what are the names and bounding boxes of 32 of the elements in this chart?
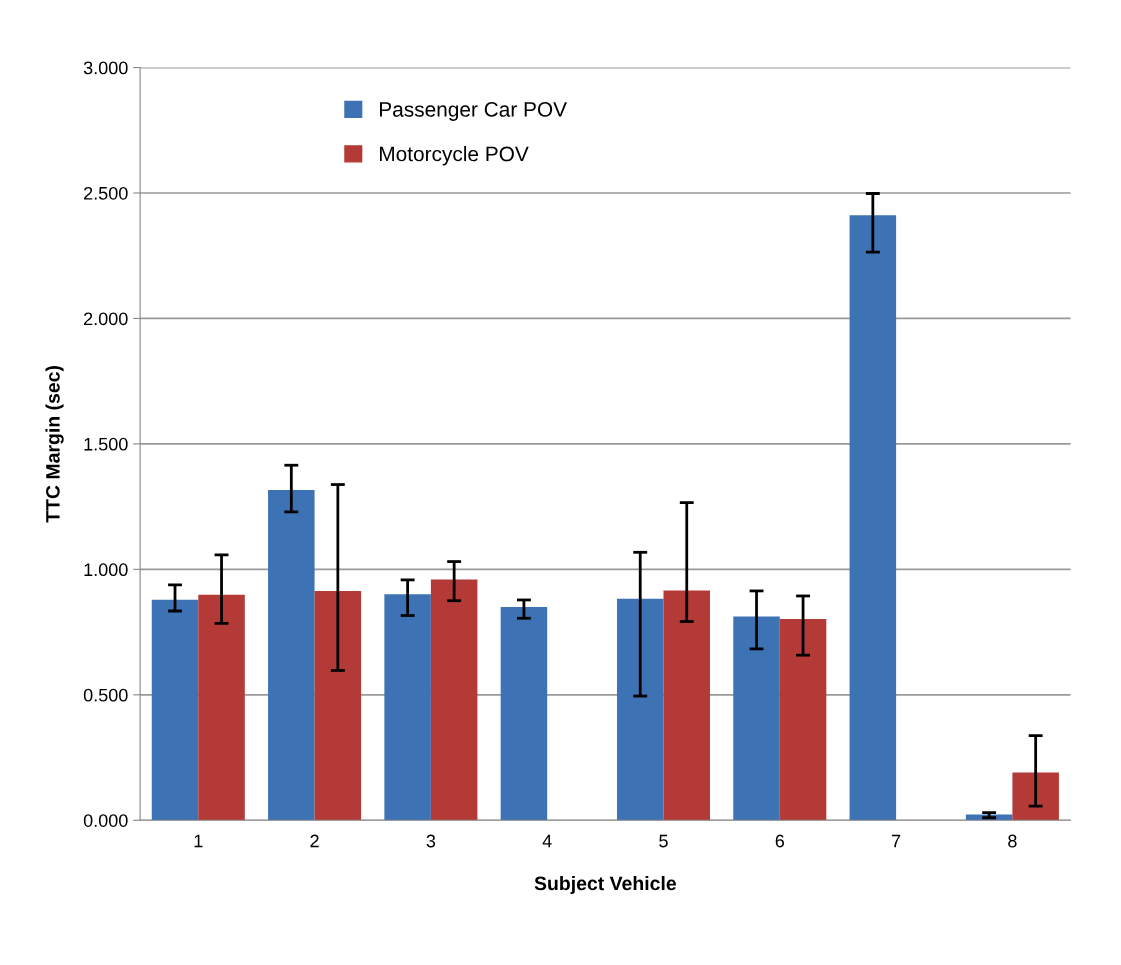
- x-axis-title: Subject Vehicle: [534, 875, 677, 895]
- x-tick-label: 4: [542, 834, 552, 848]
- bar: [384, 594, 431, 821]
- x-tick-label: 3: [426, 834, 436, 848]
- x-tick-label: 2: [310, 834, 319, 848]
- x-tick-label: 6: [775, 834, 785, 848]
- bar: [663, 590, 711, 821]
- bar: [616, 598, 664, 821]
- legend-label: Motorcycle POV: [380, 146, 529, 166]
- legend-label: Passenger Car POV: [380, 102, 567, 121]
- y-tick-label: 1.500: [84, 437, 128, 451]
- x-tick-label: 8: [1008, 834, 1017, 848]
- bar: [500, 606, 548, 821]
- y-tick-label: 3.000: [83, 61, 128, 75]
- y-tick-label: 2.500: [84, 186, 128, 200]
- y-tick-label: 0.000: [83, 814, 128, 827]
- bar: [1012, 772, 1059, 821]
- y-tick-label: 2.000: [84, 312, 128, 326]
- x-tick-label: 7: [892, 834, 901, 848]
- bar: [198, 594, 245, 821]
- bar: [268, 490, 315, 821]
- bar: [733, 616, 780, 821]
- bar: [779, 619, 827, 821]
- x-tick-label: 1: [194, 834, 203, 848]
- bar: [430, 579, 478, 821]
- bar: [151, 599, 199, 821]
- y-tick-label: 0.500: [83, 688, 128, 702]
- bar: [849, 215, 897, 821]
- y-axis-title: TTC Margin (sec): [45, 366, 64, 523]
- y-tick-label: 1.000: [84, 563, 128, 577]
- x-tick-label: 5: [659, 834, 668, 848]
- bar: [314, 590, 362, 821]
